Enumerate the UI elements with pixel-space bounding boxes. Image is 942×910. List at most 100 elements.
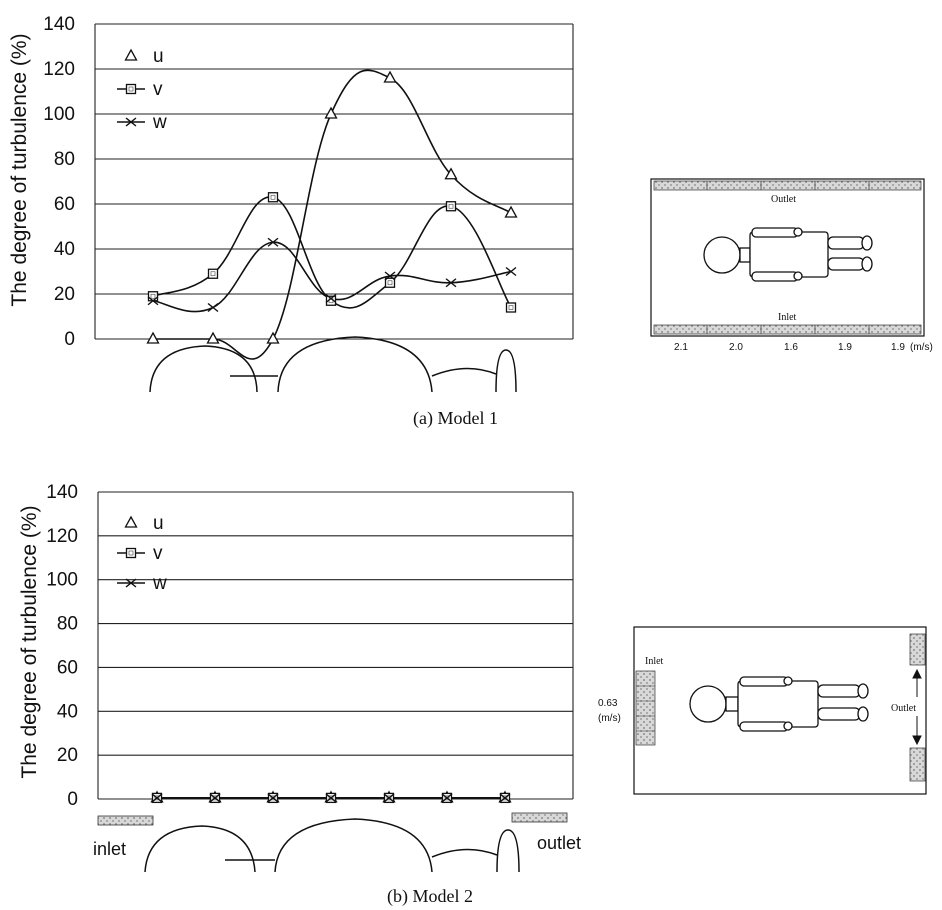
- chart-model-1: 0 20 40 60 80 100 120 140 The degree of turbule…: [8, 14, 574, 429]
- legend-marker-u: [124, 515, 138, 528]
- data-point-u: [324, 106, 338, 119]
- torso-shape: [277, 336, 433, 393]
- y-tick-label: 120: [43, 59, 75, 80]
- legend-marker-v: [125, 547, 137, 559]
- inlet-vent-dividers: [636, 685, 655, 732]
- y-tick-label: 80: [57, 614, 78, 635]
- y-tick-label: 140: [43, 14, 75, 35]
- velocity-label: 1.9: [838, 342, 852, 353]
- inlet-label-model-2: inlet: [93, 839, 126, 859]
- y-tick-label: 0: [64, 329, 75, 350]
- legend-item-w: w: [117, 573, 167, 594]
- legs-shape: [431, 367, 497, 377]
- inlet-vent-bar: [97, 815, 154, 826]
- y-tick-label: 100: [43, 104, 75, 125]
- caption-model-1: (a) Model 1: [413, 408, 498, 429]
- data-point-w: [499, 793, 511, 803]
- data-point-u: [444, 167, 458, 180]
- data-point-u: [266, 331, 280, 344]
- velocity-unit: (m/s): [598, 713, 621, 724]
- series-markers-model-2: [150, 790, 512, 804]
- head-shape: [144, 825, 256, 873]
- y-tick-label: 60: [54, 194, 75, 215]
- legend-label-v: v: [153, 543, 163, 564]
- data-point-v: [445, 201, 457, 212]
- data-point-w: [325, 293, 337, 304]
- outlet-vent-strip: [653, 180, 922, 191]
- data-point-w: [151, 793, 163, 803]
- outlet-label: Outlet: [891, 703, 916, 714]
- y-tick-label: 40: [57, 701, 78, 722]
- velocity-label: 2.1: [674, 342, 688, 353]
- room-diagram-model-1: Outlet Inlet 2.1 2.0 1.6 1.9 1.9 (m/s): [650, 178, 933, 353]
- y-tick-label: 120: [46, 526, 78, 547]
- room-diagram-model-2: Inlet 0.63 (m/s) Outlet: [598, 626, 927, 795]
- data-point-v: [147, 291, 159, 302]
- data-point-w: [209, 793, 221, 803]
- legend-model-2: uvw: [117, 513, 167, 594]
- y-tick-label: 60: [57, 657, 78, 678]
- legend-label-w: w: [152, 112, 167, 133]
- inlet-label: Inlet: [645, 656, 664, 667]
- feet-shape: [495, 349, 517, 393]
- series-line-v: [152, 196, 512, 309]
- outlet-vent-top: [909, 633, 926, 666]
- data-point-v: [267, 192, 279, 203]
- head-shape: [149, 345, 258, 393]
- y-tick-label: 20: [54, 284, 75, 305]
- outlet-vent-bottom: [909, 747, 926, 782]
- data-point-w: [445, 278, 457, 288]
- y-tick-label: 20: [57, 745, 78, 766]
- data-point-w: [325, 793, 337, 803]
- legend-marker-u: [124, 48, 138, 61]
- torso-shape: [274, 818, 433, 873]
- series-line-u: [153, 69, 512, 360]
- outlet-label-model-2: outlet: [537, 833, 581, 853]
- velocity-unit: (m/s): [910, 342, 933, 353]
- data-point-w: [267, 237, 279, 247]
- data-point-w: [505, 266, 517, 277]
- y-axis-label-model-1: The degree of turbulence (%): [8, 33, 31, 306]
- outlet-vent-bar: [511, 812, 568, 823]
- legend-item-u: u: [124, 513, 164, 534]
- feet-shape: [496, 829, 520, 873]
- outlet-arrows: [912, 668, 922, 746]
- legend-model-1: uvw: [117, 46, 167, 133]
- caption-model-2: (b) Model 2: [387, 886, 473, 907]
- data-point-w: [147, 296, 159, 306]
- y-tick-label: 140: [46, 482, 78, 503]
- data-point-v: [207, 268, 219, 279]
- y-tick-label: 80: [54, 149, 75, 170]
- legend-item-v: v: [117, 79, 163, 100]
- data-point-w: [383, 793, 395, 803]
- legend-item-v: v: [117, 543, 163, 564]
- legend-item-w: w: [117, 112, 167, 133]
- velocity-label: 2.0: [729, 342, 743, 353]
- series-markers-model-1: [146, 70, 518, 344]
- data-point-u: [383, 70, 397, 83]
- y-tick-label: 40: [54, 239, 75, 260]
- y-tick-label: 0: [67, 789, 78, 810]
- legs-shape: [431, 848, 498, 858]
- data-point-u: [504, 205, 518, 218]
- body-silhouette-model-1: [149, 336, 517, 393]
- velocity-label: 1.6: [784, 342, 798, 353]
- gridlines-model-1: [94, 23, 574, 340]
- y-axis-label-model-2: The degree of turbulence (%): [18, 505, 41, 778]
- data-point-w: [267, 793, 279, 803]
- data-point-v: [505, 302, 517, 313]
- y-tick-label: 100: [46, 570, 78, 591]
- legend-label-v: v: [153, 79, 163, 100]
- vent-dividers: [706, 181, 870, 334]
- person-figure: [703, 227, 873, 282]
- y-ticks-model-2: 0 20 40 60 80 100 120 140: [46, 482, 78, 810]
- gridlines-model-2: [97, 491, 574, 800]
- data-point-w: [207, 302, 219, 313]
- person-figure: [689, 676, 869, 732]
- legend-label-w: w: [152, 573, 167, 594]
- chart-model-2: 0 20 40 60 80 100 120 140 The degree of turbule…: [18, 482, 581, 907]
- legend-item-u: u: [124, 46, 164, 67]
- inlet-label: Inlet: [778, 312, 797, 323]
- outlet-label: Outlet: [771, 194, 796, 205]
- data-point-u: [146, 331, 160, 344]
